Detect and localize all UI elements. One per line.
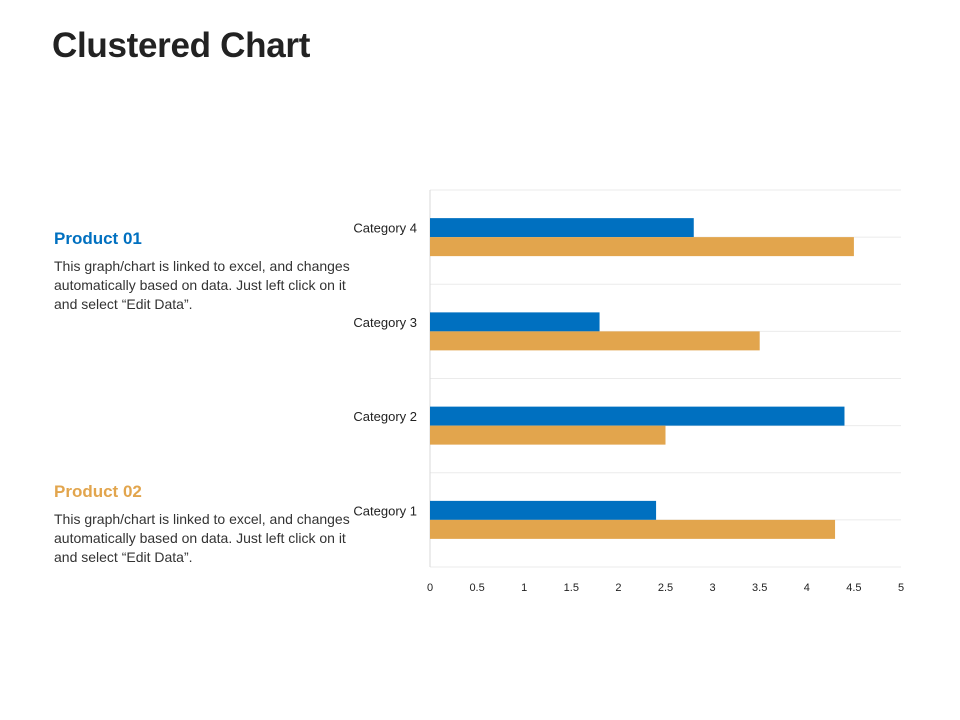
category-label: Category 2	[353, 409, 417, 424]
x-tick-label: 4.5	[846, 582, 861, 594]
x-tick-label: 1	[521, 582, 527, 594]
legend-title-product-01: Product 01	[54, 229, 142, 248]
bar-product-02-category-4[interactable]	[430, 237, 854, 257]
category-label: Category 4	[353, 221, 417, 236]
x-tick-label: 1.5	[564, 582, 579, 594]
legend-description-product-01: This graph/chart is linked to excel, and…	[54, 258, 350, 312]
x-tick-label: 2	[615, 582, 621, 594]
x-tick-label: 5	[898, 582, 904, 594]
category-label: Category 1	[353, 503, 417, 518]
page-title: Clustered Chart	[52, 26, 311, 65]
x-tick-label: 2.5	[658, 582, 673, 594]
legend-product-01: Product 01 This graph/chart is linked to…	[54, 229, 354, 314]
x-tick-label: 3	[710, 582, 716, 594]
legend-title-product-02: Product 02	[54, 482, 142, 501]
bar-product-01-category-2[interactable]	[430, 406, 845, 426]
x-tick-label: 0.5	[469, 582, 484, 594]
category-label: Category 3	[353, 315, 417, 330]
legend-product-02: Product 02 This graph/chart is linked to…	[54, 482, 354, 567]
x-tick-label: 4	[804, 582, 810, 594]
x-tick-label: 3.5	[752, 582, 767, 594]
bar-product-01-category-4[interactable]	[430, 218, 694, 238]
bar-product-01-category-1[interactable]	[430, 500, 657, 520]
bar-product-02-category-2[interactable]	[430, 425, 666, 445]
x-tick-label: 0	[427, 582, 433, 594]
bar-product-02-category-1[interactable]	[430, 519, 836, 539]
bar-product-01-category-3[interactable]	[430, 312, 600, 332]
legend-description-product-02: This graph/chart is linked to excel, and…	[54, 511, 350, 565]
bar-product-02-category-3[interactable]	[430, 331, 760, 351]
